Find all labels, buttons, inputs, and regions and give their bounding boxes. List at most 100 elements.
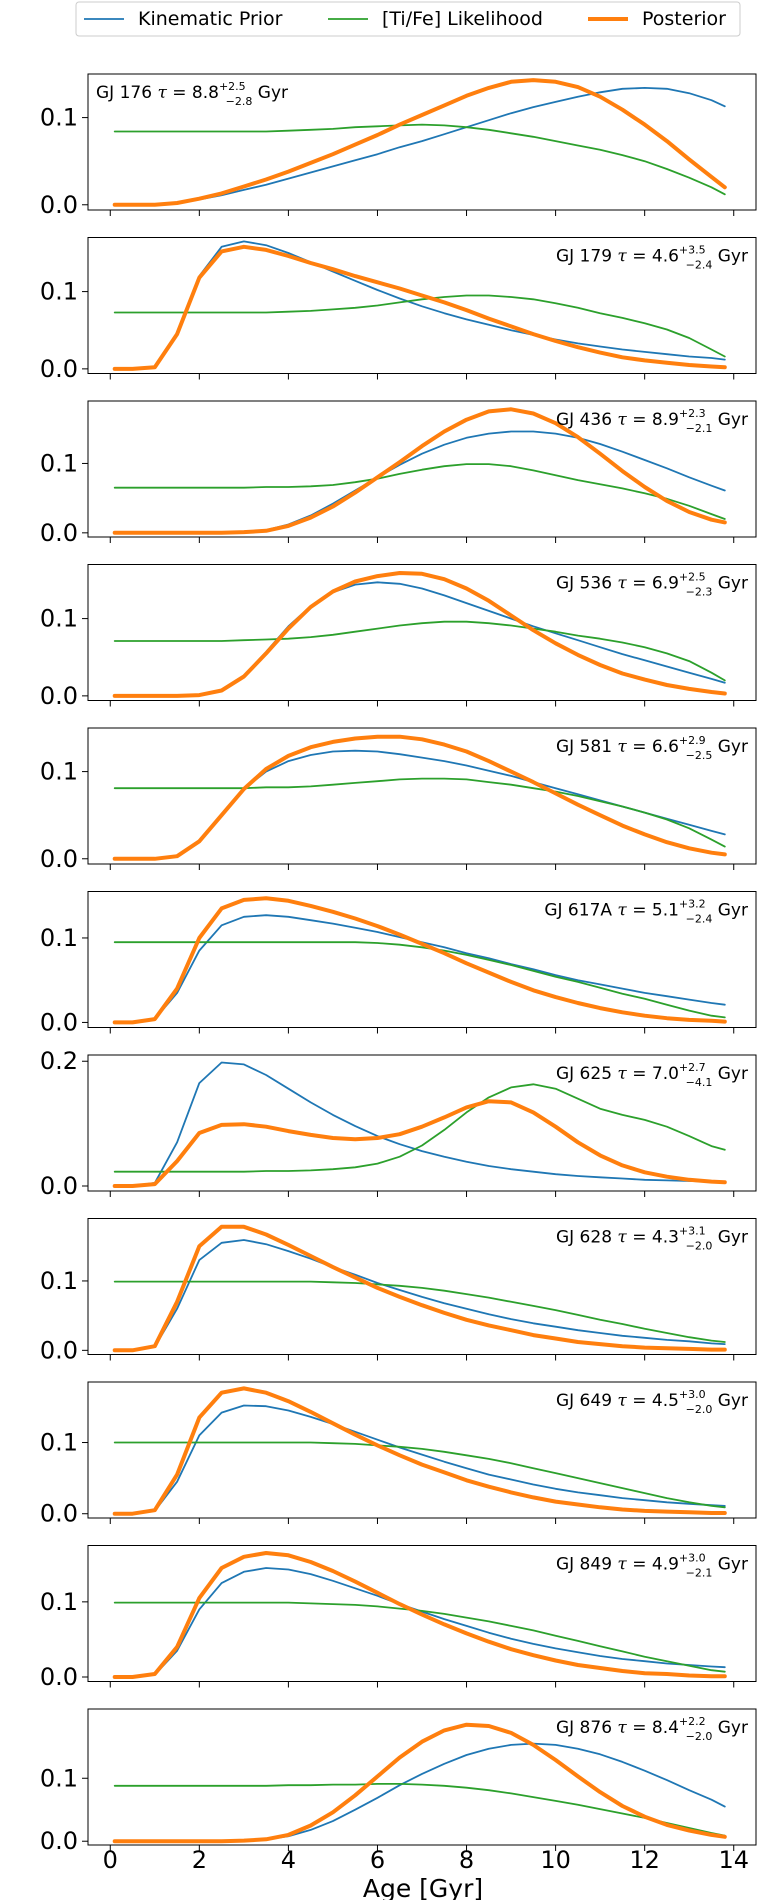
- panel-gj-536: 0.0 0.1 GJ 536 τ = 6.9+2.5 −2.3 Gyr: [40, 564, 757, 710]
- panel-annotation: GJ 628 τ = 4.3+3.1 −2.0 Gyr: [556, 1225, 748, 1253]
- annotation-part: = 8.8: [167, 83, 219, 103]
- annotation-part: = 5.1: [627, 901, 679, 921]
- annotation-part: Gyr: [712, 901, 748, 921]
- y-tick-label: 0.2: [40, 1047, 78, 1075]
- annotation-part: = 8.9: [627, 410, 679, 430]
- panel-gj-617a: 0.0 0.1 GJ 617A τ = 5.1+3.2 −2.4 Gyr: [40, 891, 757, 1036]
- axes-frame: [87, 1381, 757, 1519]
- y-tick-label: 0.0: [40, 1500, 78, 1528]
- annotation-part: −2.5: [686, 749, 713, 762]
- annotation-part: = 4.9: [627, 1555, 679, 1575]
- y-tick-label: 0.1: [40, 278, 78, 306]
- annotation-part: −2.4: [686, 913, 713, 926]
- annotation-part: τ: [617, 574, 627, 594]
- panels: 0.00.1GJ 176 τ = 8.8+2.5 −2.8 Gyr0.00.1GJ…: [40, 73, 757, 1855]
- x-tick-label-6: 6: [370, 1846, 385, 1874]
- panel-gj-581: 0.0 0.1 GJ 581 τ = 6.6+2.9 −2.5 Gyr: [40, 727, 757, 873]
- legend-label-posterior: Posterior: [642, 8, 726, 30]
- y-tick-label: 0.0: [40, 1336, 78, 1364]
- annotation-part: τ: [157, 83, 167, 103]
- annotation-part: Gyr: [712, 1064, 748, 1084]
- panel-annotation: GJ 649 τ = 4.5+3.0 −2.0 Gyr: [556, 1388, 748, 1416]
- panel-annotation: GJ 176 τ = 8.8+2.5 −2.8 Gyr: [96, 80, 288, 108]
- y-tick-label: 0.1: [40, 1429, 78, 1457]
- annotation-part: GJ 176: [96, 83, 157, 103]
- y-tick-label: 0.1: [40, 1764, 78, 1792]
- annotation-part: −2.0: [686, 1240, 713, 1253]
- annotation-part: = 6.9: [627, 574, 679, 594]
- annotation-part: GJ 849: [556, 1555, 617, 1575]
- panel-gj-179: 0.0 0.1 GJ 179 τ = 4.6+3.5 −2.4 Gyr: [40, 237, 757, 383]
- x-tick-label-2: 2: [192, 1846, 207, 1874]
- annotation-part: τ: [617, 247, 627, 267]
- posterior-line: [112, 1722, 727, 1844]
- legend: Kinematic Prior [Ti/Fe] Likelihood Poste…: [75, 1, 741, 37]
- posterior-line: [112, 1386, 727, 1516]
- y-tick-label: 0.1: [40, 924, 78, 952]
- annotation-part: Gyr: [712, 1555, 748, 1575]
- tife-likelihood-line: [113, 777, 726, 848]
- axes-frame: [87, 727, 757, 865]
- annotation-part: +2.3: [679, 407, 706, 420]
- x-tick-label-0: 0: [103, 1846, 118, 1874]
- y-tick-label: 0.1: [40, 1267, 78, 1295]
- panel-gj-625: 0.0 0.2 GJ 625 τ = 7.0+2.7 −4.1 Gyr: [40, 1047, 757, 1200]
- tife-likelihood-line: [113, 941, 726, 1019]
- y-tick-label: 0.0: [40, 1008, 78, 1036]
- kinematic-prior-line: [113, 1404, 726, 1515]
- annotation-part: +2.5: [219, 80, 246, 93]
- x-tick-label-14: 14: [718, 1846, 749, 1874]
- axes-frame: [87, 564, 757, 701]
- x-tick-label-8: 8: [459, 1846, 474, 1874]
- y-tick-label: 0.0: [40, 1172, 78, 1200]
- annotation-part: +3.0: [679, 1388, 706, 1401]
- annotation-part: GJ 628: [556, 1228, 617, 1248]
- posterior-line: [112, 896, 727, 1025]
- kinematic-prior-line: [113, 1239, 726, 1352]
- annotation-part: τ: [617, 901, 627, 921]
- annotation-part: GJ 617A: [544, 901, 617, 921]
- annotation-part: Gyr: [712, 1718, 748, 1738]
- x-axis: 0 2 4 6 8 10 12 14 Age [Gyr]: [103, 1846, 749, 1900]
- annotation-part: +3.1: [679, 1225, 706, 1238]
- annotation-part: −2.0: [686, 1730, 713, 1743]
- axes-frame: [87, 1054, 757, 1192]
- posterior-line: [112, 1099, 727, 1188]
- annotation-part: +2.7: [679, 1061, 706, 1074]
- panel-gj-436: 0.0 0.1 GJ 436 τ = 8.9+2.3 −2.1 Gyr: [40, 400, 757, 547]
- annotation-part: τ: [617, 1064, 627, 1084]
- annotation-part: τ: [617, 1391, 627, 1411]
- annotation-part: τ: [617, 737, 627, 757]
- axes-frame: [87, 1708, 757, 1846]
- legend-label-likelihood: [Ti/Fe] Likelihood: [382, 8, 543, 30]
- x-tick-label-4: 4: [281, 1846, 296, 1874]
- annotation-part: Gyr: [712, 410, 748, 430]
- y-tick-label: 0.1: [40, 104, 78, 132]
- panel-annotation: GJ 536 τ = 6.9+2.5 −2.3 Gyr: [556, 571, 748, 599]
- annotation-part: GJ 625: [556, 1064, 617, 1084]
- annotation-part: −2.0: [686, 1403, 713, 1416]
- posterior-line: [112, 734, 727, 861]
- annotation-part: = 4.3: [627, 1228, 679, 1248]
- tife-likelihood-line: [113, 620, 726, 682]
- legend-label-prior: Kinematic Prior: [138, 8, 283, 30]
- annotation-part: GJ 436: [556, 410, 617, 430]
- axes-frame: [87, 400, 757, 538]
- y-tick-label: 0.0: [40, 845, 78, 873]
- annotation-part: Gyr: [712, 737, 748, 757]
- panel-gj-628: 0.0 0.1 GJ 628 τ = 4.3+3.1 −2.0 Gyr: [40, 1218, 757, 1364]
- x-tick-label-12: 12: [629, 1846, 660, 1874]
- annotation-part: GJ 536: [556, 574, 617, 594]
- annotation-part: GJ 179: [556, 247, 617, 267]
- axes-frame: [87, 1218, 757, 1355]
- annotation-part: +3.5: [679, 244, 706, 257]
- annotation-part: Gyr: [712, 1228, 748, 1248]
- annotation-part: = 6.6: [627, 737, 679, 757]
- tife-likelihood-line: [113, 1601, 726, 1673]
- axes-frame: [87, 237, 757, 374]
- annotation-part: −2.3: [686, 586, 713, 599]
- tife-likelihood-line: [113, 1280, 726, 1343]
- tife-likelihood-line: [113, 1083, 726, 1173]
- tife-likelihood-line: [113, 294, 726, 358]
